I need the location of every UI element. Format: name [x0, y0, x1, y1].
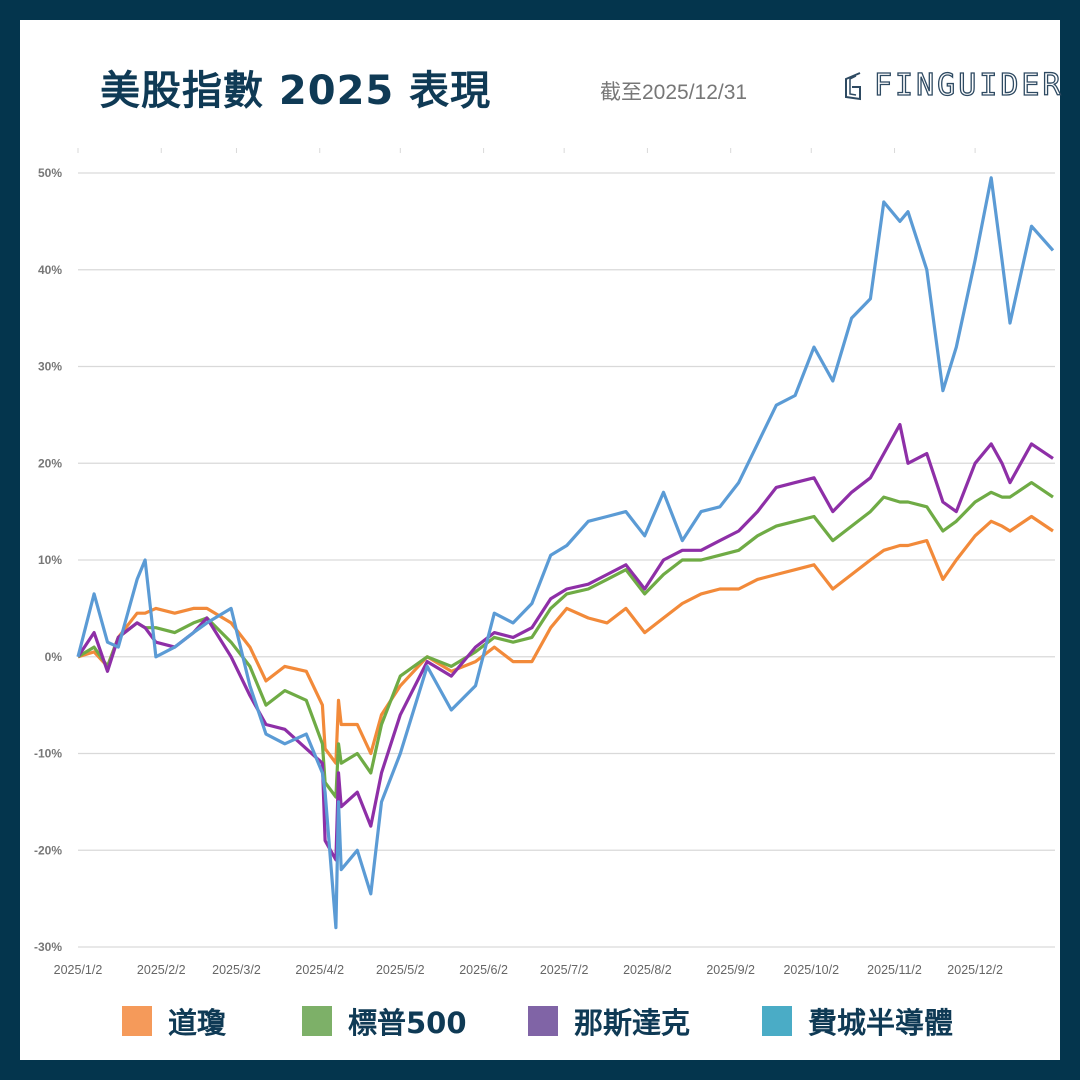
y-tick-label: 40% — [38, 263, 62, 277]
y-tick-label: -20% — [34, 843, 62, 857]
y-tick-label: 10% — [38, 553, 62, 567]
x-tick-label: 2025/7/2 — [540, 963, 589, 977]
x-tick-label: 2025/12/2 — [947, 963, 1003, 977]
x-tick-label: 2025/3/2 — [212, 963, 261, 977]
as-of-date: 截至2025/12/31 — [600, 81, 748, 104]
line-chart: 50% 40% 30% 20% 10% 0% -10% -20% -30% 2025/1/2 202… — [34, 148, 1055, 977]
legend-item: 標普500 — [302, 1000, 467, 1042]
legend-label: 標普500 — [348, 1006, 467, 1040]
x-tick-label: 2025/2/2 — [137, 963, 186, 977]
x-tick-label: 2025/8/2 — [623, 963, 672, 977]
chart-card: 美股指數 2025 表現 截至2025/12/31 FINGUIDER 50% 4… — [20, 20, 1061, 1060]
finguider-logo: FINGUIDER — [842, 67, 1064, 104]
y-tick-label: 0% — [45, 650, 63, 664]
legend-item: 道瓊 — [122, 1000, 226, 1042]
y-tick-label: -30% — [34, 940, 62, 954]
series-line-1 — [77, 514, 1054, 765]
legend-swatch — [122, 1006, 152, 1036]
logo-text: FINGUIDER — [873, 67, 1064, 103]
x-tick-label: 2025/10/2 — [783, 963, 839, 977]
y-tick-label: -10% — [34, 747, 62, 761]
logo-mark-icon — [845, 71, 861, 100]
legend-label: 道瓊 — [168, 1006, 227, 1040]
y-tick-label: 30% — [38, 360, 62, 374]
legend-item: 費城半導體 — [762, 1000, 953, 1042]
series-line-2 — [77, 481, 1054, 799]
y-tick-label: 20% — [38, 456, 62, 470]
legend-swatch — [762, 1006, 792, 1036]
x-tick-label: 2025/11/2 — [867, 963, 922, 977]
y-tick-label: 50% — [38, 166, 62, 180]
x-tick-label: 2025/1/2 — [54, 963, 103, 977]
x-tick-label: 2025/6/2 — [459, 963, 508, 977]
legend-item: 那斯達克 — [528, 1000, 690, 1042]
legend-swatch — [302, 1006, 332, 1036]
series-line-3 — [76, 422, 1054, 862]
x-tick-label: 2025/9/2 — [706, 963, 755, 977]
x-tick-label: 2025/4/2 — [295, 963, 344, 977]
legend-label: 那斯達克 — [574, 1006, 691, 1040]
page-title: 美股指數 2025 表現 — [100, 68, 492, 114]
legend-swatch — [528, 1006, 558, 1036]
series-line-4 — [76, 176, 1055, 930]
x-tick-label: 2025/5/2 — [376, 963, 425, 977]
legend-label: 費城半導體 — [808, 1006, 954, 1040]
